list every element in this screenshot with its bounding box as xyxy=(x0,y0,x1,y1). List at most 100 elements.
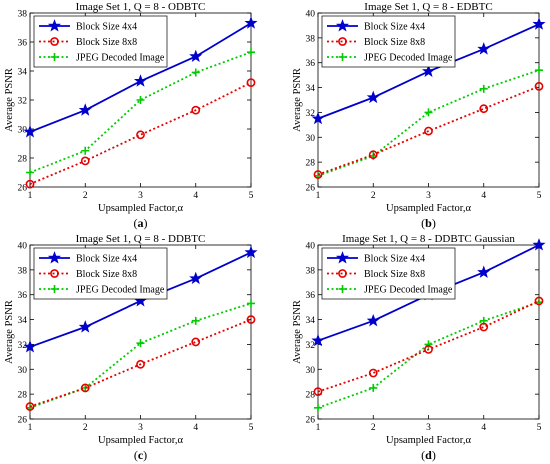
y-axis-label: Average PSNR xyxy=(292,68,303,132)
data-point xyxy=(368,368,378,378)
y-tick-label: 32 xyxy=(18,97,28,107)
data-point xyxy=(189,271,203,285)
y-tick-label: 38 xyxy=(18,266,28,276)
data-point xyxy=(23,125,37,138)
data-point xyxy=(532,238,546,251)
panel-label: (b) xyxy=(421,216,436,230)
series-line-2 xyxy=(317,85,540,176)
data-point xyxy=(532,17,546,30)
y-tick-label: 34 xyxy=(306,84,316,94)
x-tick-label: 4 xyxy=(193,423,198,433)
panel-label: (a) xyxy=(134,216,148,230)
data-point xyxy=(368,150,378,160)
legend-label-1: Block Size 4x4 xyxy=(364,22,425,33)
y-tick-label: 34 xyxy=(306,316,316,326)
legend-label-2: Block Size 8x8 xyxy=(364,37,425,48)
x-tick-label: 1 xyxy=(28,423,33,433)
y-tick-label: 32 xyxy=(18,341,28,351)
data-point xyxy=(311,111,325,125)
x-tick-label: 4 xyxy=(481,191,486,201)
data-point xyxy=(366,90,380,104)
x-tick-label: 2 xyxy=(83,423,88,433)
x-tick-label: 3 xyxy=(138,191,143,201)
legend-label-2: Block Size 8x8 xyxy=(364,269,425,280)
data-point xyxy=(247,299,255,308)
x-tick-label: 5 xyxy=(537,423,542,433)
panel-letter: a xyxy=(138,216,144,230)
x-tick-label: 3 xyxy=(426,191,431,201)
panel-letter: b xyxy=(425,216,432,230)
data-point xyxy=(311,333,325,347)
x-axis-label: Upsampled Factor,α xyxy=(386,435,471,446)
data-point xyxy=(136,130,145,140)
data-point xyxy=(78,320,92,333)
data-point xyxy=(369,383,378,392)
series-line-3 xyxy=(29,302,252,409)
y-tick-label: 40 xyxy=(306,10,316,20)
x-tick-label: 4 xyxy=(193,191,198,201)
legend-label-3: JPEG Decoded Image xyxy=(364,285,453,296)
y-tick-label: 36 xyxy=(18,291,28,301)
series-line-2 xyxy=(29,318,252,408)
chart-panel-d: Image Set 1, Q = 8 - DDBTC Gaussian 26 28 3… xyxy=(292,233,546,462)
data-point xyxy=(313,170,323,179)
chart-title: Image Set 1, Q = 8 - EDBTC xyxy=(364,1,492,13)
data-point xyxy=(534,81,544,91)
data-point xyxy=(366,313,380,327)
data-point xyxy=(535,66,543,75)
data-point xyxy=(534,296,544,306)
x-tick-label: 2 xyxy=(371,191,376,201)
legend-label-1: Block Size 4x4 xyxy=(76,254,137,265)
legend-marker-2 xyxy=(50,269,59,278)
data-point xyxy=(247,48,255,57)
y-tick-label: 38 xyxy=(306,34,316,44)
y-tick-label: 34 xyxy=(18,316,28,326)
data-point xyxy=(25,402,35,411)
x-axis-label: Upsampled Factor,α xyxy=(98,203,183,214)
legend-label-3: JPEG Decoded Image xyxy=(76,53,165,64)
legend-marker-2 xyxy=(50,37,59,46)
x-tick-label: 5 xyxy=(537,191,542,201)
data-point xyxy=(424,108,433,117)
x-tick-label: 5 xyxy=(249,423,254,433)
data-point xyxy=(80,383,90,393)
y-tick-label: 34 xyxy=(18,68,28,78)
legend-label-3: JPEG Decoded Image xyxy=(76,285,165,296)
legend-label-2: Block Size 8x8 xyxy=(76,269,137,280)
data-point xyxy=(191,68,200,77)
legend-marker-3 xyxy=(50,285,59,293)
panel-letter: d xyxy=(425,448,432,462)
x-tick-label: 2 xyxy=(371,423,376,433)
series-line-3 xyxy=(317,301,540,409)
y-axis-label: Average PSNR xyxy=(292,300,303,364)
data-point xyxy=(424,344,433,354)
y-tick-label: 28 xyxy=(306,159,316,169)
data-point xyxy=(424,340,433,349)
legend-marker-2 xyxy=(338,37,347,46)
data-point xyxy=(136,339,145,348)
legend-marker-3 xyxy=(338,285,347,293)
x-axis-label: Upsampled Factor,α xyxy=(98,435,183,446)
y-tick-label: 32 xyxy=(306,341,316,351)
data-point xyxy=(479,104,489,114)
data-point xyxy=(314,403,322,412)
chart-panel-a: Image Set 1, Q = 8 - ODBTC26283032343638… xyxy=(4,1,258,230)
data-point xyxy=(136,96,145,104)
data-point xyxy=(477,42,491,55)
y-tick-label: 36 xyxy=(18,39,28,49)
data-point xyxy=(313,387,323,397)
legend-marker-1 xyxy=(47,19,62,32)
y-tick-label: 36 xyxy=(306,291,316,301)
y-tick-label: 28 xyxy=(18,155,28,165)
legend-label-2: Block Size 8x8 xyxy=(76,37,137,48)
x-axis-label: Upsampled Factor,α xyxy=(386,203,471,214)
chart-title: Image Set 1, Q = 8 - ODBTC xyxy=(76,1,206,13)
x-tick-label: 1 xyxy=(28,191,33,201)
panel-label: (d) xyxy=(421,448,436,462)
legend-marker-3 xyxy=(338,53,347,61)
y-tick-label: 38 xyxy=(18,10,28,20)
chart-title: Image Set 1, Q = 8 - DDBTC Gaussian xyxy=(342,233,515,245)
y-axis-label: Average PSNR xyxy=(4,300,15,364)
data-point xyxy=(424,126,433,136)
legend-marker-2 xyxy=(338,269,347,278)
